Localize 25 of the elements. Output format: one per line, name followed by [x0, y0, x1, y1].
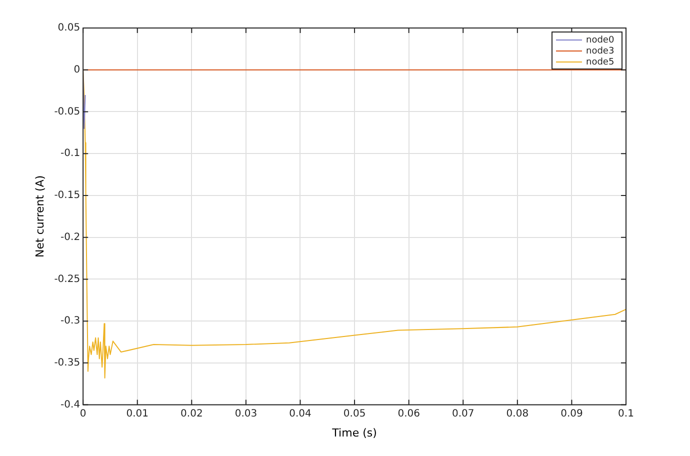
y-tick-label: 0	[74, 64, 80, 76]
y-tick-label: -0.1	[60, 148, 80, 160]
x-tick-label: 0.05	[343, 408, 366, 420]
legend-label: node5	[586, 57, 614, 68]
legend-label: node3	[586, 46, 614, 56]
x-axis-title: Time (s)	[331, 426, 377, 440]
legend-label: node0	[586, 35, 614, 46]
x-tick-label: 0.04	[289, 408, 312, 420]
y-tick-label: -0.15	[54, 190, 80, 202]
x-tick-label: 0.01	[126, 408, 148, 420]
y-tick-label: -0.05	[54, 106, 80, 118]
y-tick-label: -0.2	[60, 232, 80, 243]
x-tick-label: 0.07	[452, 408, 474, 420]
x-tick-label: 0.06	[398, 408, 420, 420]
y-tick-label: -0.35	[54, 358, 80, 369]
x-tick-label: 0.02	[180, 408, 203, 420]
x-tick-label: 0.09	[560, 408, 583, 420]
y-tick-label: 0.05	[58, 22, 80, 34]
y-tick-label: -0.3	[60, 316, 80, 327]
y-tick-label: -0.4	[60, 399, 80, 410]
y-tick-label: -0.25	[54, 274, 80, 285]
x-tick-label: 0.03	[234, 408, 258, 420]
x-tick-label: 0.08	[506, 408, 529, 420]
y-axis-title: Net current (A)	[33, 175, 46, 258]
x-tick-label: 0.1	[618, 408, 634, 420]
